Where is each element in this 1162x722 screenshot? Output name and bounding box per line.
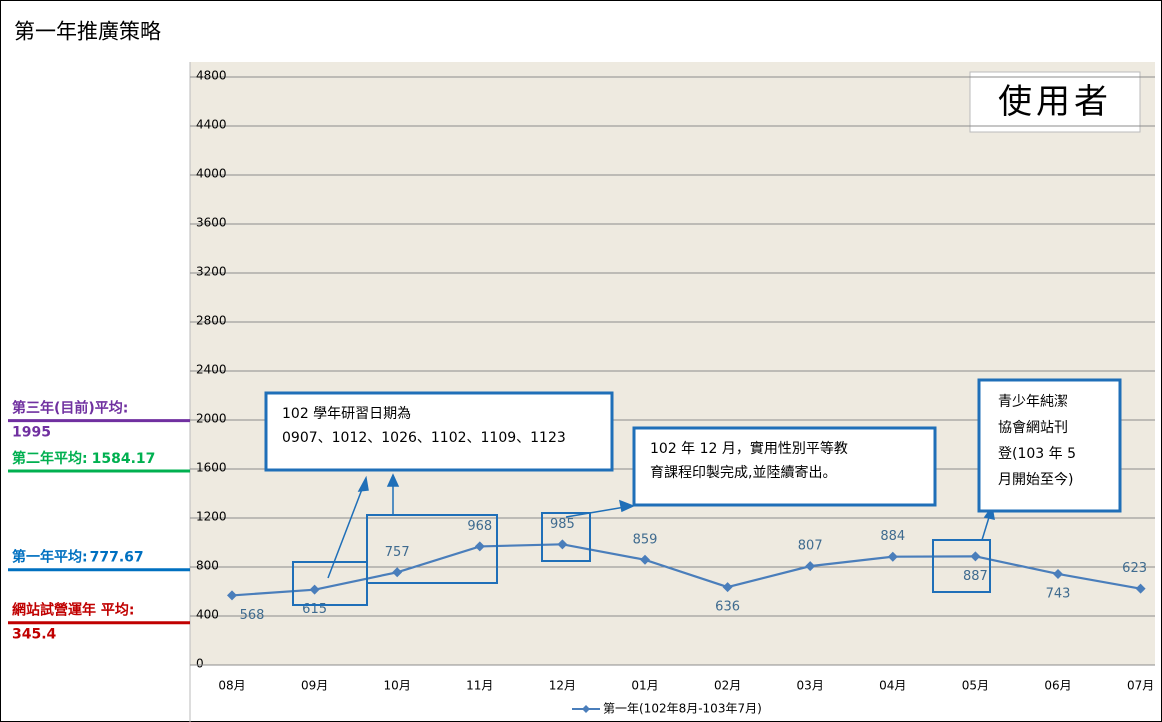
annotation-text: 102 年 12 月，實用性別平等教: [650, 440, 848, 457]
callout-boxes: [264, 378, 1122, 513]
x-tick-label: 04月: [879, 679, 906, 693]
y-tick-label: 0: [196, 657, 204, 671]
chart-title: 第一年推廣策略: [14, 20, 161, 44]
value-label: 859: [633, 532, 658, 547]
arrows: [327, 473, 995, 579]
y-tick-label: 400: [196, 608, 219, 622]
point: [474, 541, 485, 552]
y-tick-label: 2800: [196, 314, 227, 328]
y-tick-label: 2000: [196, 412, 227, 426]
average-value: 777.67: [90, 550, 144, 566]
badge: 使用者: [998, 82, 1112, 122]
point: [640, 554, 650, 565]
annotation-text: 登(103 年 5: [998, 446, 1076, 462]
x-tick-label: 05月: [962, 679, 989, 693]
value-label: 636: [715, 600, 740, 615]
point: [805, 561, 816, 572]
x-tick-label: 01月: [631, 679, 658, 693]
y-tick-label: 4800: [196, 69, 227, 83]
x-tick-label: 07月: [1127, 679, 1154, 693]
annotation-text: 青少年純潔: [998, 394, 1068, 410]
average-name: 網站試營運年 平均:: [12, 602, 134, 619]
average-name: 第三年(目前)平均:: [12, 400, 128, 417]
x-tick-label: 09月: [301, 679, 328, 693]
average-value: 1995: [12, 425, 51, 441]
value-label: 743: [1046, 586, 1071, 601]
value-label: 884: [880, 529, 905, 544]
point: [1135, 583, 1146, 594]
y-tick-label: 1600: [196, 461, 227, 475]
y-tick-label: 3200: [196, 265, 227, 279]
annotation-text: 0907、1012、1026、1102、1109、1123: [282, 430, 566, 446]
value-label: 985: [550, 517, 575, 532]
value-label: 757: [385, 545, 410, 560]
x-tick-label: 12月: [549, 679, 576, 693]
average-name: 第一年平均:: [12, 549, 88, 566]
point: [1053, 568, 1063, 579]
value-label: 807: [798, 539, 823, 554]
legend-label: 第一年(102年8月-103年7月): [603, 702, 762, 716]
y-tick-label: 800: [196, 559, 219, 573]
x-tick-label: 08月: [218, 679, 245, 693]
point: [722, 582, 733, 593]
y-tick-label: 1200: [196, 510, 227, 524]
average-value: 345.4: [12, 627, 57, 643]
badge-box: [969, 71, 1141, 133]
y-tick-label: 4000: [196, 167, 227, 181]
y-tick-label: 4400: [196, 118, 227, 132]
value-label: 887: [963, 569, 988, 584]
y-tick-label: 3600: [196, 216, 227, 230]
x-tick-label: 10月: [384, 679, 411, 693]
x-tick-label: 02月: [714, 679, 741, 693]
plot-area: [190, 62, 1155, 665]
point: [970, 551, 981, 562]
annotation-text: 協會網站刊: [998, 420, 1068, 436]
point: [887, 551, 898, 562]
legend-marker: [582, 705, 590, 713]
point: [309, 584, 320, 595]
annotation-text: 月開始至今): [998, 472, 1073, 488]
average-value: 1584.17: [92, 451, 156, 467]
value-label: 568: [240, 608, 265, 623]
average-name: 第二年平均:: [12, 450, 88, 467]
value-label: 623: [1122, 561, 1147, 576]
value-label: 968: [467, 519, 492, 534]
highlights: [292, 512, 991, 606]
point: [557, 539, 568, 550]
annotation-text: 102 學年研習日期為: [282, 406, 411, 422]
point: [392, 567, 403, 578]
x-tick-label: 06月: [1044, 679, 1071, 693]
x-tick-label: 11月: [466, 679, 493, 693]
point: [227, 590, 237, 601]
y-tick-label: 2400: [196, 363, 227, 377]
x-tick-label: 03月: [797, 679, 824, 693]
annotation-text: 育課程印製完成,並陸續寄出。: [650, 464, 836, 481]
